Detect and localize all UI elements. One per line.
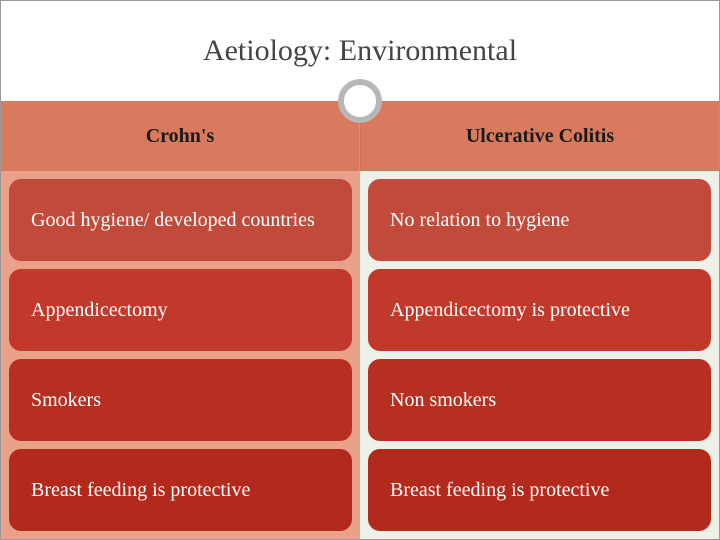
- table-row: Breast feeding is protective: [368, 449, 711, 531]
- cell-text: Good hygiene/ developed countries: [31, 207, 315, 233]
- cell-text: Breast feeding is protective: [390, 477, 609, 503]
- table-row: No relation to hygiene: [368, 179, 711, 261]
- cell-text: Non smokers: [390, 387, 496, 413]
- column-left: Good hygiene/ developed countries Append…: [1, 171, 360, 539]
- circle-icon: [338, 79, 382, 123]
- slide: Aetiology: Environmental Crohn's Ulcerat…: [0, 0, 720, 540]
- table-row: Appendicectomy is protective: [368, 269, 711, 351]
- column-right: No relation to hygiene Appendicectomy is…: [360, 171, 719, 539]
- table-row: Non smokers: [368, 359, 711, 441]
- header-left: Crohn's: [1, 101, 360, 171]
- header-left-label: Crohn's: [146, 125, 215, 148]
- table-row: Good hygiene/ developed countries: [9, 179, 352, 261]
- table-row: Breast feeding is protective: [9, 449, 352, 531]
- header-right-label: Ulcerative Colitis: [466, 125, 614, 148]
- cell-text: Appendicectomy: [31, 297, 168, 323]
- slide-title: Aetiology: Environmental: [203, 34, 517, 68]
- cell-text: Breast feeding is protective: [31, 477, 250, 503]
- cell-text: Appendicectomy is protective: [390, 297, 630, 323]
- header-right: Ulcerative Colitis: [360, 101, 719, 171]
- cell-text: Smokers: [31, 387, 101, 413]
- cell-text: No relation to hygiene: [390, 207, 569, 233]
- table-row: Appendicectomy: [9, 269, 352, 351]
- comparison-body: Good hygiene/ developed countries Append…: [1, 171, 719, 539]
- table-row: Smokers: [9, 359, 352, 441]
